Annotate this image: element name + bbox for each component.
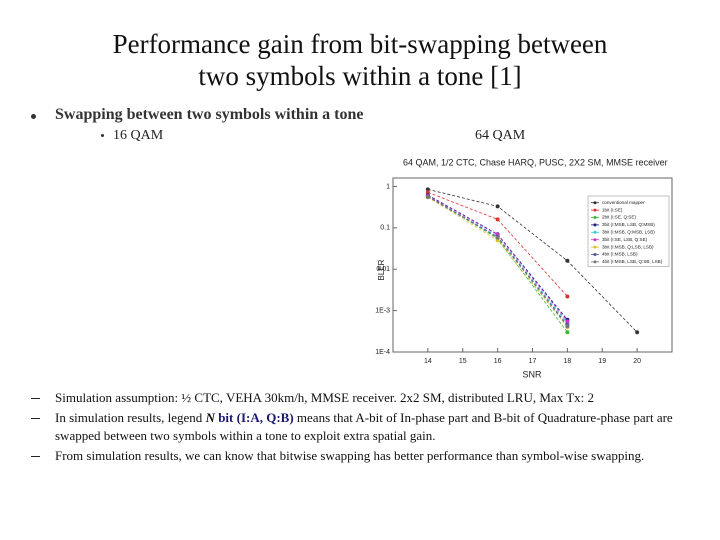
legend-label: 1bit (I:SE): [602, 207, 623, 212]
series-line: [427, 195, 568, 322]
x-tick-label: 20: [633, 358, 641, 365]
note: Simulation assumption: ½ CTC, VEHA 30km/…: [55, 390, 595, 405]
y-tick-label: 1E-3: [375, 307, 390, 314]
series-line: [427, 188, 638, 333]
dash: [31, 418, 40, 419]
data-point: [425, 187, 430, 192]
note: From simulation results, we can know tha…: [55, 448, 645, 463]
y-tick-label: 0.1: [380, 225, 390, 232]
note-text: In simulation results, legend: [55, 410, 206, 425]
legend-label: 3bit (I:SE, LSB, Q:SE): [602, 237, 648, 242]
y-tick-label: 1E-4: [375, 349, 390, 356]
note-bold: bit (I:A, Q:B): [214, 410, 294, 425]
legend-label: 2bit (I:SE, Q:SE): [602, 215, 636, 220]
legend-marker: [593, 201, 597, 205]
data-point: [565, 324, 570, 329]
dash: [31, 456, 40, 457]
data-point: [495, 204, 500, 209]
data-point: [565, 258, 570, 263]
y-axis-label: BLER: [377, 259, 386, 280]
legend-marker: [593, 238, 597, 242]
legend-marker: [593, 253, 597, 256]
x-tick-label: 18: [563, 358, 571, 365]
legend-label: 3bit (I:MSB, LSB, Q:MSB): [602, 222, 655, 227]
data-point: [495, 217, 500, 222]
legend-label: 3bit (I:MSB, Q:MSB, LSB): [602, 230, 655, 235]
y-tick-label: 0.01: [376, 266, 390, 273]
legend-marker: [593, 245, 597, 249]
note: In simulation results, legend N bit (I:A…: [55, 409, 705, 445]
legend-marker: [593, 260, 597, 264]
data-point: [565, 330, 570, 335]
series-line: [427, 196, 568, 326]
legend-marker: [593, 208, 597, 212]
x-axis-label: SNR: [522, 369, 542, 379]
legend-marker: [593, 230, 597, 234]
series-line: [427, 195, 568, 324]
chart-label: 64 QAM: [475, 128, 526, 143]
legend-box: [587, 195, 670, 267]
sub-bullet-dot: [101, 134, 104, 137]
x-tick-label: 16: [494, 358, 502, 365]
series-line: [427, 196, 568, 328]
data-point: [565, 319, 570, 324]
legend-marker: [593, 223, 597, 227]
title-line: Performance gain from bit-swapping betwe…: [112, 29, 608, 59]
legend-label: 3bit (I:MSB, Q:LSB, LSB): [602, 244, 654, 249]
legend-label: conventional mapper: [602, 200, 645, 205]
note-text: means that A-bit of In-phase part and B-…: [55, 410, 673, 443]
sub-bullet-text: 16 QAM: [113, 128, 164, 143]
x-tick-label: 14: [424, 358, 432, 365]
x-tick-label: 19: [598, 358, 606, 365]
slide-title: Performance gain from bit-swapping betwe…: [0, 28, 720, 92]
title-line: two symbols within a tone [1]: [198, 61, 522, 91]
series-line: [427, 196, 568, 327]
legend-marker: [593, 216, 597, 219]
dash: [31, 398, 40, 399]
series-line: [427, 194, 568, 321]
bullet-text: Swapping between two symbols within a to…: [55, 106, 364, 123]
x-tick-label: 17: [529, 358, 537, 365]
series-line: [427, 195, 568, 333]
chart-title: 64 QAM, 1/2 CTC, Chase HARQ, PUSC, 2X2 S…: [403, 157, 668, 167]
x-tick-label: 15: [459, 358, 467, 365]
data-point: [425, 194, 430, 199]
y-tick-label: 1: [386, 183, 390, 190]
note-emph: N: [205, 410, 215, 425]
legend-label: 4bit (I:MSB, LSB): [602, 252, 638, 257]
data-point: [495, 235, 500, 240]
bullet-dot: [31, 114, 36, 119]
data-point: [565, 294, 570, 299]
data-point: [635, 330, 640, 335]
legend-label: 4bit (I:MSB, LSB, Q:SB, LSB): [602, 259, 663, 264]
